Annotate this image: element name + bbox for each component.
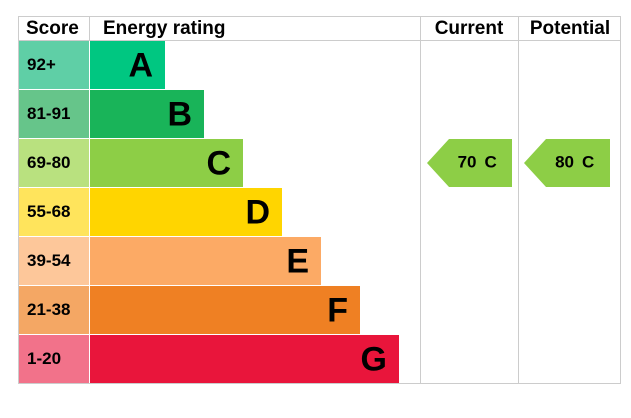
score-cell bbox=[19, 237, 89, 285]
band-bar bbox=[90, 335, 399, 383]
band-bar bbox=[90, 139, 243, 187]
score-label: 69-80 bbox=[27, 153, 70, 172]
band-bar bbox=[90, 286, 360, 334]
rating-letter: C bbox=[582, 152, 594, 171]
rating-value: 70 bbox=[458, 152, 477, 171]
score-cell bbox=[19, 41, 89, 89]
header: Current bbox=[435, 18, 504, 39]
band-bar bbox=[90, 41, 165, 89]
score-label: 81-91 bbox=[27, 104, 70, 123]
rating-arrow bbox=[524, 139, 610, 187]
band-bar bbox=[90, 90, 204, 138]
band-letter: G bbox=[361, 340, 387, 378]
header: Potential bbox=[530, 18, 610, 39]
frame bbox=[18, 16, 621, 384]
score-cell bbox=[19, 335, 89, 383]
score-cell bbox=[19, 139, 89, 187]
score-cell bbox=[19, 90, 89, 138]
band-letter: E bbox=[286, 242, 309, 280]
band-letter: F bbox=[327, 291, 348, 329]
band-letter: C bbox=[206, 144, 231, 182]
rating-letter: C bbox=[485, 152, 497, 171]
header: Energy rating bbox=[103, 18, 225, 39]
band-letter: A bbox=[128, 46, 153, 84]
header: Score bbox=[26, 18, 79, 39]
score-label: 1-20 bbox=[27, 349, 61, 368]
score-label: 92+ bbox=[27, 55, 56, 74]
rating-arrow bbox=[427, 139, 512, 187]
band-bar bbox=[90, 237, 321, 285]
band-letter: D bbox=[245, 193, 270, 231]
score-label: 39-54 bbox=[27, 251, 71, 270]
band-letter: B bbox=[167, 95, 192, 133]
score-label: 21-38 bbox=[27, 300, 70, 319]
band-bar bbox=[90, 188, 282, 236]
score-cell bbox=[19, 188, 89, 236]
rating-value: 80 bbox=[555, 152, 574, 171]
score-cell bbox=[19, 286, 89, 334]
score-label: 55-68 bbox=[27, 202, 70, 221]
